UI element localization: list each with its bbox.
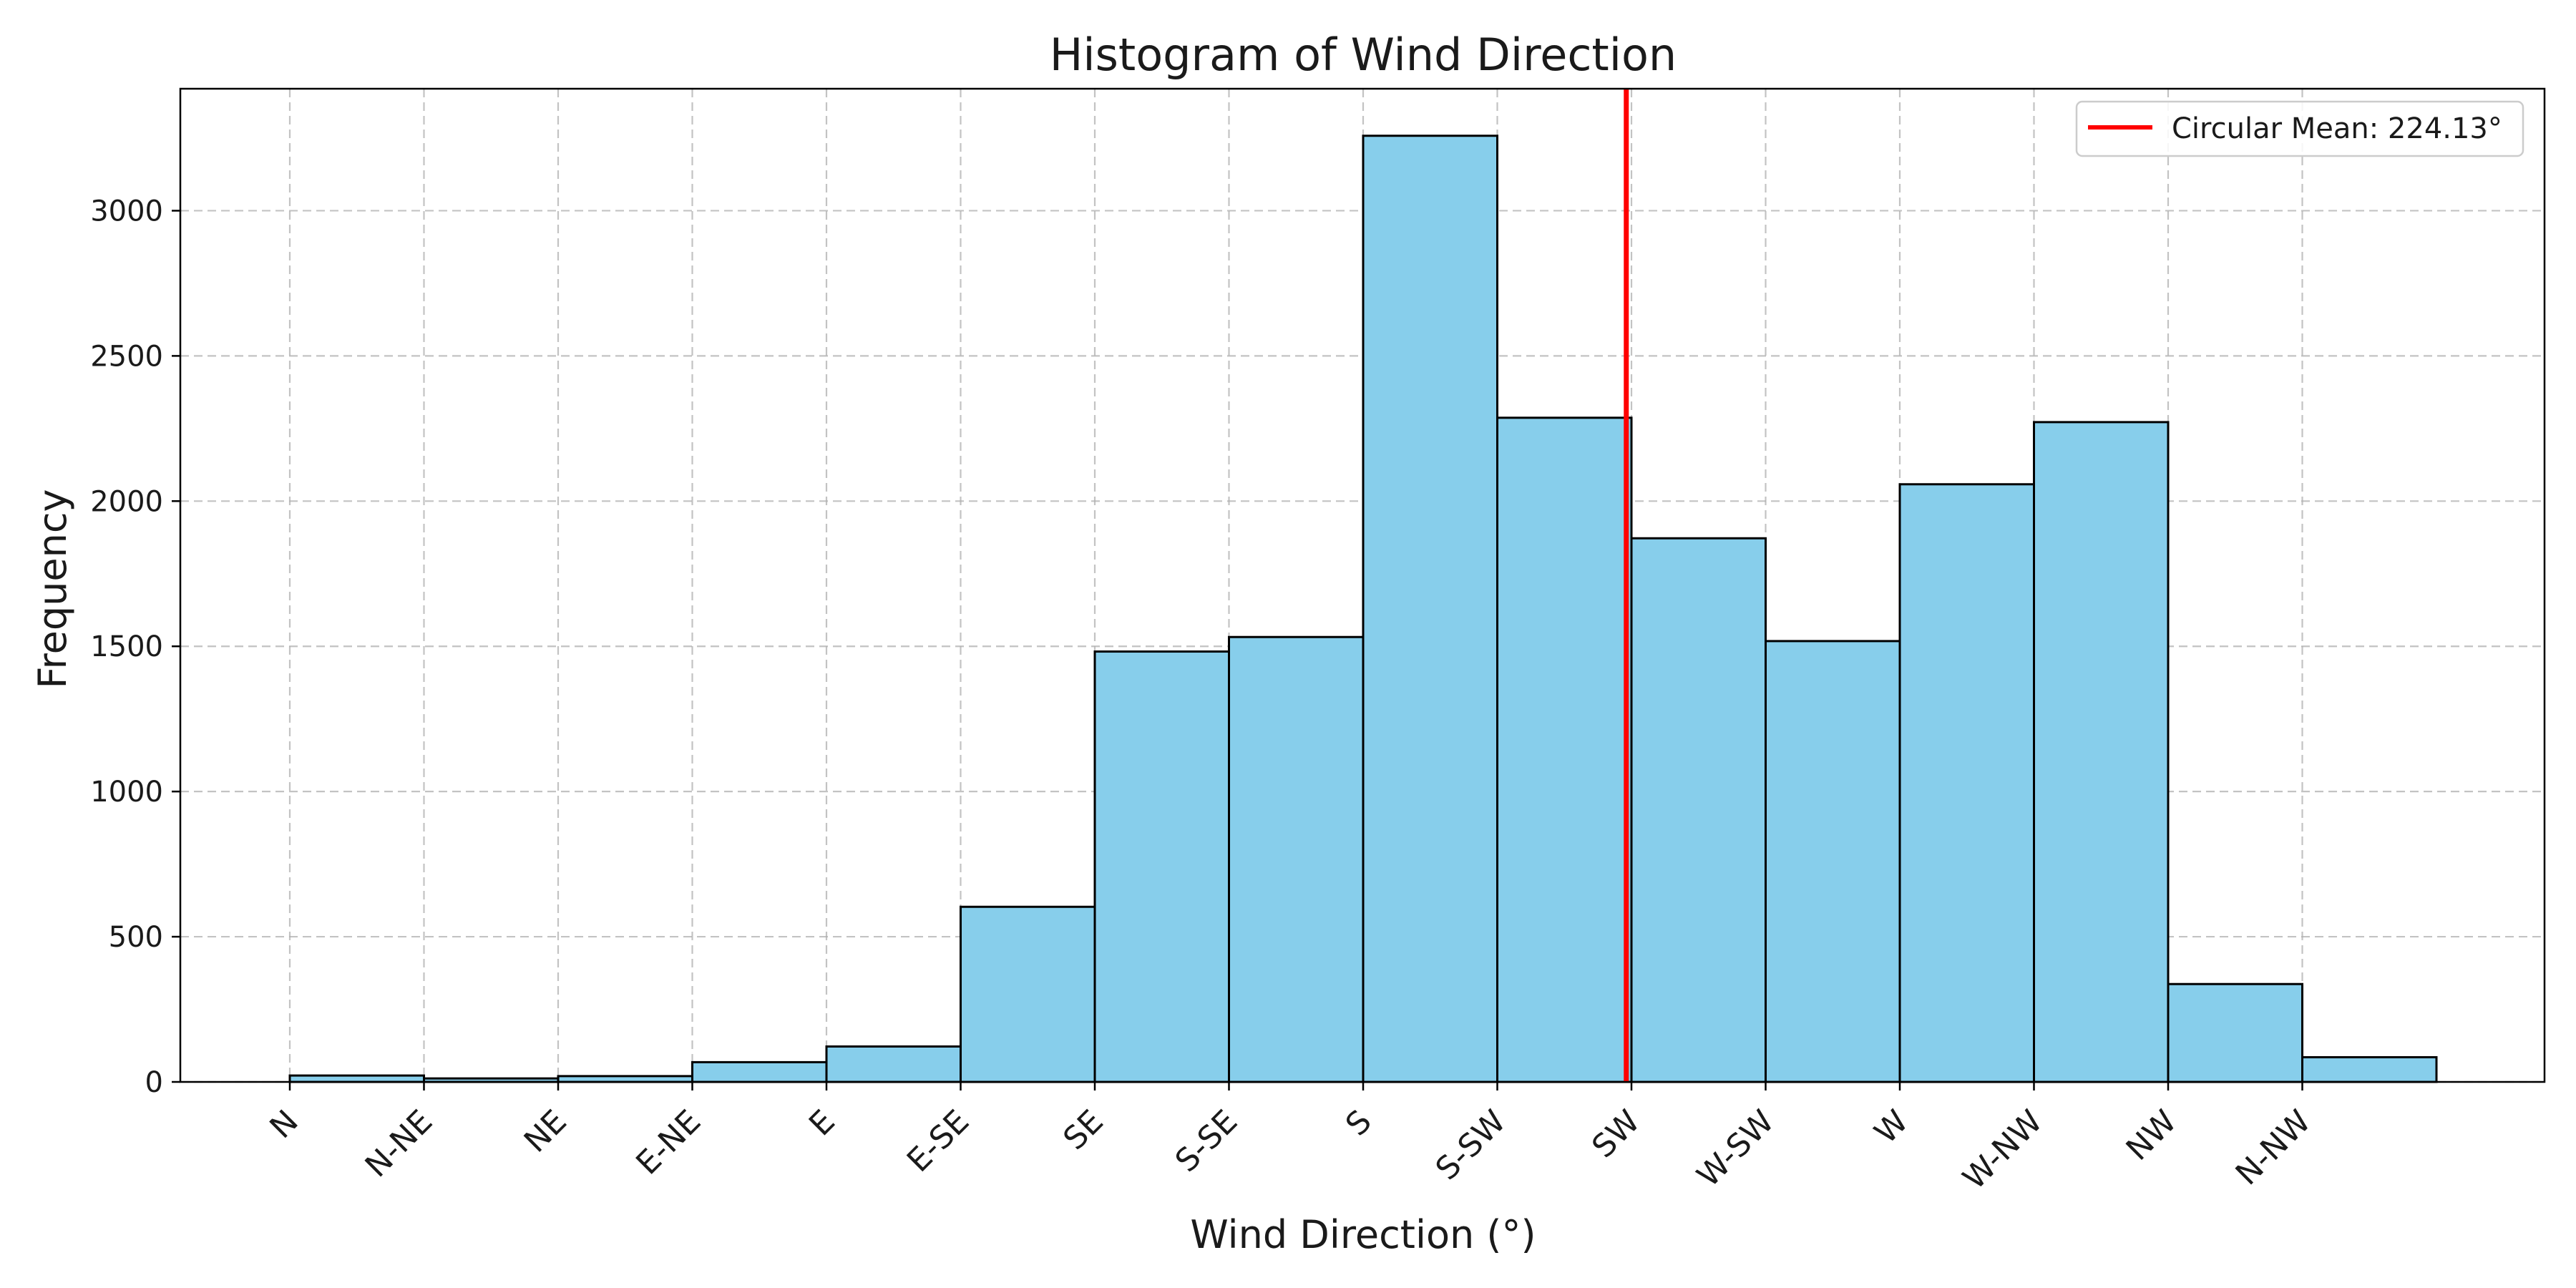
histogram-bar (2167, 982, 2303, 1083)
y-axis-label: Frequency (30, 489, 75, 689)
histogram-bar (1228, 635, 1365, 1083)
histogram-bar (1765, 640, 1901, 1083)
y-tick-label: 0 (145, 1066, 163, 1099)
x-axis-label: Wind Direction (°) (1190, 1212, 1536, 1257)
x-tick-label: N (263, 1103, 305, 1146)
histogram-bar (1362, 135, 1498, 1083)
x-tick-label: S (1339, 1103, 1379, 1143)
y-tick-label: 1500 (90, 630, 163, 663)
x-tick-label: NW (2119, 1103, 2184, 1168)
x-tick-label: E-NE (629, 1103, 708, 1182)
histogram-bar (960, 905, 1096, 1083)
x-axis-ticks: N N-NE NE E-NE E E-SE SE S-SE S S-SW SW W-SW W W-NW NW… (263, 1082, 2318, 1197)
y-tick-label: 2500 (90, 340, 163, 373)
x-tick-label: S-SW (1429, 1103, 1513, 1188)
histogram-bar (1630, 537, 1767, 1083)
x-tick-label: SW (1585, 1103, 1647, 1166)
histogram-bar (1898, 483, 2035, 1083)
y-tick-label: 2000 (90, 485, 163, 518)
y-axis-ticks: 0 500 1000 1500 2000 2500 3000 (90, 195, 180, 1099)
bars (288, 135, 2438, 1083)
legend: Circular Mean: 224.13° (2075, 100, 2524, 157)
x-tick-label: S-SE (1169, 1103, 1244, 1179)
x-tick-label: NE (517, 1103, 574, 1160)
x-tick-label: N-NE (358, 1103, 440, 1185)
histogram-bar (825, 1045, 962, 1083)
histogram-bar (288, 1074, 425, 1083)
x-tick-label: W (1868, 1103, 1916, 1151)
legend-label: Circular Mean: 224.13° (2172, 112, 2502, 145)
legend-box (2075, 100, 2524, 157)
x-tick-label: E (802, 1103, 842, 1143)
y-tick-label: 3000 (90, 195, 163, 228)
x-tick-label: W-SW (1690, 1103, 1781, 1194)
histogram-bar (1093, 650, 1230, 1083)
x-tick-label: E-SE (900, 1103, 976, 1179)
x-tick-label: SE (1056, 1103, 1110, 1157)
chart-title: Histogram of Wind Direction (1050, 29, 1677, 81)
x-tick-label: W-NW (1956, 1103, 2049, 1197)
y-tick-label: 500 (109, 921, 163, 954)
histogram-bar (2033, 421, 2170, 1083)
histogram-bar (2301, 1056, 2438, 1083)
histogram-bar (691, 1060, 828, 1083)
y-tick-label: 1000 (90, 776, 163, 809)
histogram-bar (1496, 416, 1633, 1083)
x-tick-label: N-NW (2229, 1103, 2318, 1193)
